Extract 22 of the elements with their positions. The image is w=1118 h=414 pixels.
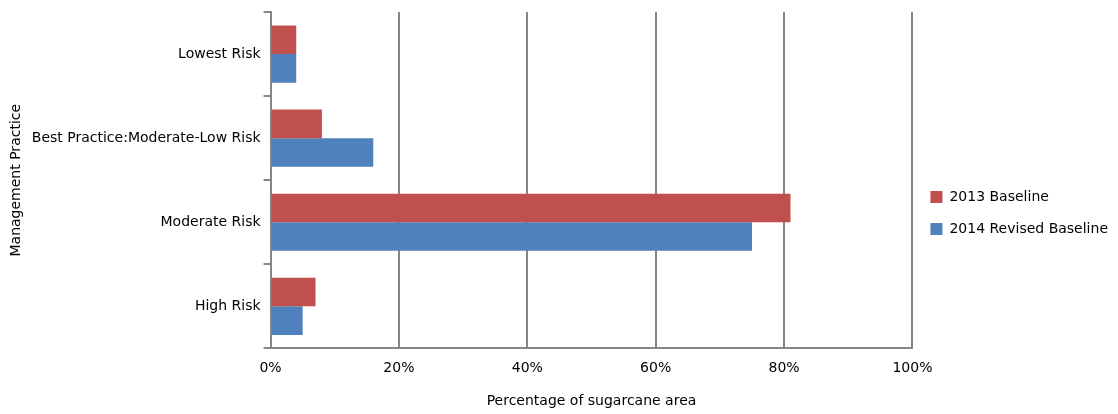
- y-tick-label: Lowest Risk: [178, 44, 262, 61]
- x-tick-label: 40%: [511, 359, 543, 376]
- y-tick-label: Moderate Risk: [160, 212, 262, 229]
- x-tick-label: 100%: [892, 359, 933, 376]
- bar: [271, 109, 322, 139]
- bar: [271, 193, 791, 223]
- legend-label: 2013 Baseline: [949, 187, 1049, 204]
- x-axis-title: Percentage of sugarcane area: [486, 392, 697, 409]
- bar: [271, 54, 297, 83]
- bar: [271, 138, 374, 167]
- x-tick-label: 20%: [383, 359, 415, 376]
- x-tick-label: 0%: [259, 359, 282, 376]
- legend-label: 2014 Revised Baseline: [949, 219, 1109, 236]
- bar: [271, 25, 297, 55]
- y-axis-title: Management Practice: [7, 103, 24, 257]
- y-tick-label: Best Practice:Moderate-Low Risk: [31, 128, 262, 145]
- bar: [271, 222, 752, 251]
- x-tick-label: 80%: [768, 359, 800, 376]
- bar: [271, 306, 303, 335]
- bar: [271, 277, 316, 307]
- x-tick-label: 60%: [640, 359, 672, 376]
- y-tick-label: High Risk: [194, 296, 262, 313]
